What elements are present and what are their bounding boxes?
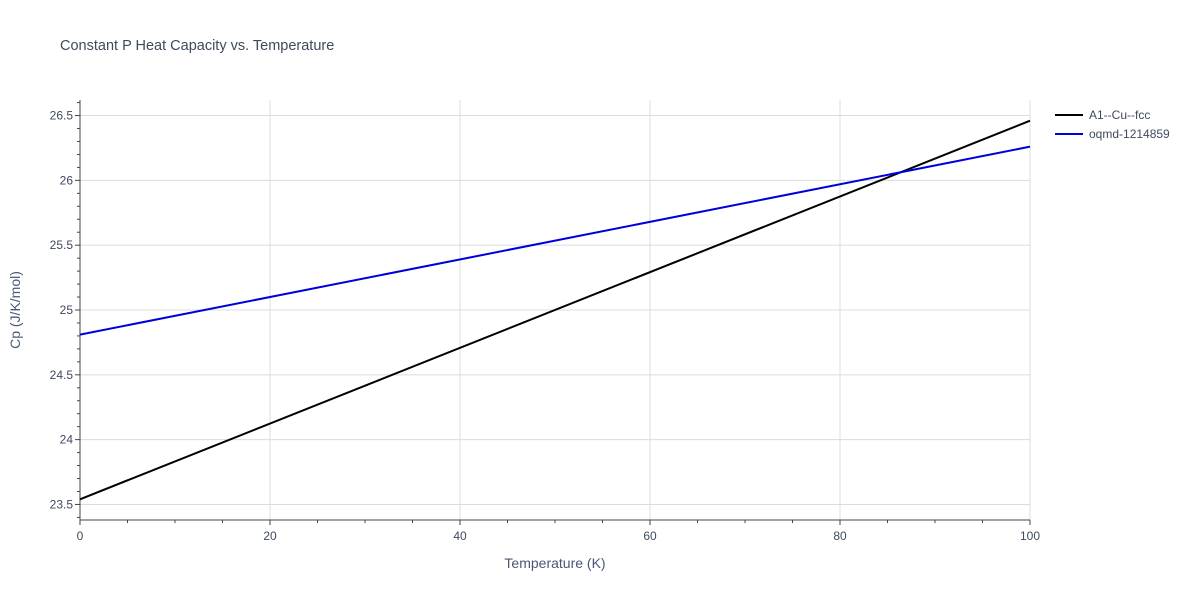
y-tick-label: 26 [60, 173, 74, 187]
series-lines [79, 119, 1031, 501]
x-tick-label: 80 [833, 529, 847, 543]
axes: 0 20 40 60 80 100 23.5 24 24.5 25 25.5 26 26.5 [50, 100, 1040, 543]
y-tick-label: 25.5 [50, 238, 74, 252]
y-tick-label: 26.5 [50, 109, 74, 123]
y-tick-label: 24 [60, 433, 74, 447]
series-line [79, 119, 1031, 501]
y-tick-label: 25 [60, 303, 74, 317]
y-axis-title: Cp (J/K/mol) [7, 271, 23, 349]
x-axis-title: Temperature (K) [504, 555, 605, 571]
legend-item[interactable]: A1--Cu--fcc [1055, 108, 1150, 122]
x-tick-label: 100 [1020, 529, 1040, 543]
x-tick-label: 20 [263, 529, 277, 543]
y-tick-label: 24.5 [50, 368, 74, 382]
x-tick-label: 60 [643, 529, 657, 543]
x-tick-label: 40 [453, 529, 467, 543]
legend[interactable]: A1--Cu--fcc oqmd-1214859 [1055, 108, 1170, 141]
legend-item[interactable]: oqmd-1214859 [1055, 127, 1170, 141]
chart-title: Constant P Heat Capacity vs. Temperature [60, 38, 334, 54]
x-tick-label: 0 [77, 529, 84, 543]
series-line [79, 145, 1031, 336]
y-tick-label: 23.5 [50, 497, 74, 511]
legend-label: A1--Cu--fcc [1089, 108, 1150, 122]
legend-label: oqmd-1214859 [1089, 127, 1170, 141]
